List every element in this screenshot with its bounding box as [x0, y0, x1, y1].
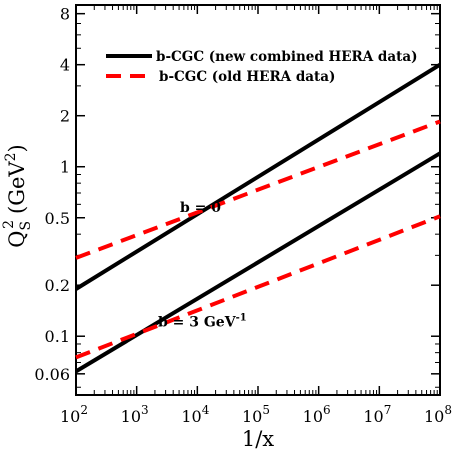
x-tick-label: 106	[303, 403, 331, 426]
series-line-new-hera	[74, 62, 442, 291]
legend: b-CGC (new combined HERA data) b-CGC (old…	[106, 49, 418, 85]
y-tick-label: 0.1	[45, 327, 70, 346]
y-tick-label: 1	[60, 158, 70, 177]
legend-label: b-CGC (old HERA data)	[159, 69, 335, 85]
y-axis-title-unit-close: )	[5, 144, 29, 152]
x-tick-label: 107	[363, 403, 391, 426]
annotation-label: b = 0	[180, 200, 221, 216]
y-axis-title-unit-open: (GeV	[5, 161, 29, 214]
legend-label: b-CGC (new combined HERA data)	[156, 49, 418, 65]
y-axis-title: QS2(GeV2)	[1, 144, 34, 247]
x-tick-label: 103	[121, 403, 149, 426]
y-axis-title-unit-sup: 2	[3, 152, 19, 161]
y-axis-title-q: Q	[5, 230, 29, 247]
y-axis-title-sub: S	[18, 221, 34, 231]
series-line-old-hera	[75, 214, 441, 360]
y-tick-label: 0.2	[45, 276, 70, 295]
x-tick-label: 105	[242, 403, 270, 426]
y-tick-label: 0.06	[34, 365, 70, 384]
x-axis-title: 1/x	[242, 427, 274, 451]
annotation-label: b = 3 GeV-1	[158, 313, 247, 331]
x-tick-label: 104	[181, 403, 209, 426]
x-tick-label: 102	[60, 403, 88, 426]
y-axis-title-sup: 2	[1, 220, 17, 229]
series-lines	[74, 62, 442, 374]
axis-ticks: 102 103 104 105 106 107 108 0.06 0.1 0.2 0.5 1 2 4 8	[34, 5, 452, 426]
x-tick-label: 108	[424, 403, 452, 426]
y-tick-label: 2	[60, 107, 70, 126]
annotations: b = 0 b = 3 GeV-1	[158, 200, 247, 331]
y-tick-label: 8	[60, 5, 70, 24]
series-line-new-hera	[74, 151, 442, 374]
series-line-old-hera	[75, 119, 441, 260]
y-tick-label: 0.5	[45, 209, 70, 228]
y-tick-label: 4	[60, 56, 70, 75]
